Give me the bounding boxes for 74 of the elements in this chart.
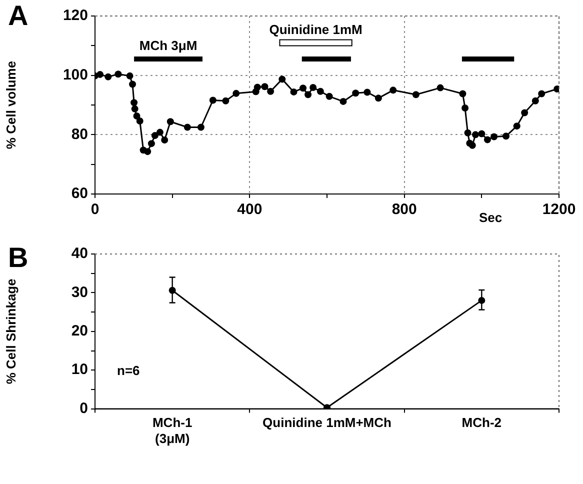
point [130, 99, 138, 106]
point [468, 142, 476, 149]
y-tick-label: 60 [71, 185, 88, 202]
point [254, 84, 261, 91]
point [316, 88, 324, 95]
point [156, 128, 164, 136]
x-tick-label: 400 [237, 201, 262, 218]
y-tick-label: 100 [62, 66, 88, 84]
chart-title: B [8, 242, 28, 274]
point [300, 84, 307, 92]
y-tick-label: 20 [71, 322, 88, 340]
point [290, 88, 298, 96]
point [131, 105, 138, 112]
series-label: MCh 3μM [139, 38, 198, 54]
point [326, 92, 333, 100]
point [209, 96, 216, 104]
point [222, 97, 230, 104]
point [267, 88, 274, 95]
point [532, 97, 539, 104]
series-label: Quinidine 1mM [269, 22, 362, 37]
point [232, 90, 240, 97]
point [104, 73, 112, 80]
chart-title: A [8, 0, 28, 32]
point [374, 94, 382, 102]
point [464, 129, 472, 136]
point [521, 109, 528, 116]
x-tick-label: 800 [392, 201, 417, 218]
point [136, 118, 144, 125]
point [278, 76, 286, 83]
point [197, 124, 204, 131]
point [490, 133, 498, 140]
x-axis-title: Sec [479, 210, 502, 225]
point [502, 132, 510, 140]
point [129, 80, 136, 88]
x-tick-label: Quinidine 1mM+MCh [262, 415, 392, 430]
y-tick-label: 10 [71, 361, 88, 378]
annotation: n=6 [117, 362, 140, 378]
point [364, 88, 371, 96]
y-tick-label: 30 [71, 284, 88, 301]
point [133, 112, 140, 120]
point [472, 131, 479, 138]
point [148, 140, 155, 148]
y-tick-label: 40 [71, 245, 88, 262]
point [459, 90, 466, 98]
y-axis-title: % Cell volume [3, 60, 18, 150]
point [340, 98, 347, 105]
x-tick-label: 1200 [542, 201, 576, 218]
point [261, 83, 268, 90]
point [144, 148, 152, 156]
point [184, 124, 191, 131]
x-tick-label: 0 [90, 201, 100, 218]
point [304, 91, 312, 98]
point [96, 70, 104, 78]
point [161, 136, 168, 144]
point [390, 86, 397, 94]
point [436, 84, 444, 92]
y-axis-title: % Cell Shrinkage [3, 278, 18, 384]
point [538, 90, 546, 98]
y-tick-label: 80 [71, 126, 88, 143]
point [352, 90, 360, 97]
point [114, 70, 122, 78]
x-tick-label: MCh-1 (3μM) [152, 415, 192, 446]
y-tick-label: 0 [80, 400, 88, 417]
point [126, 72, 134, 80]
x-tick-label: MCh-2 [462, 415, 502, 430]
y-tick-label: 120 [62, 7, 88, 24]
point [462, 104, 469, 112]
point [412, 91, 420, 98]
point [166, 118, 174, 126]
point [484, 136, 491, 144]
point [310, 84, 317, 91]
point [513, 122, 520, 130]
point [151, 132, 158, 140]
point [478, 130, 486, 138]
